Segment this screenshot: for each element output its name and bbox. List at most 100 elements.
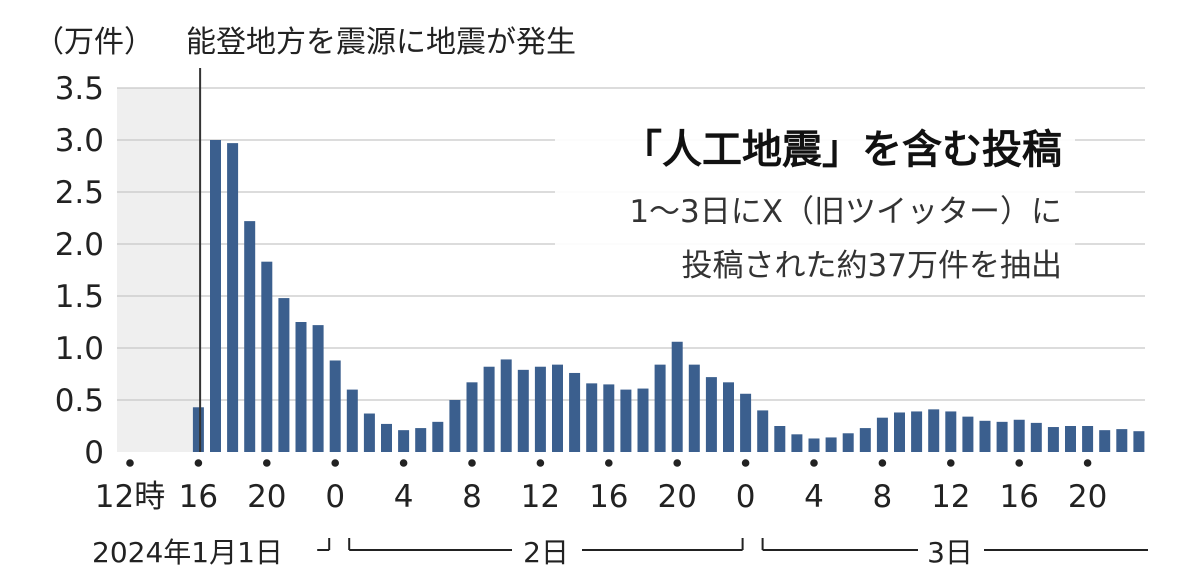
bar [791,434,803,452]
bar [1065,426,1076,452]
bar [210,140,221,452]
bar [637,388,649,452]
x-tick-label: 16 [999,479,1038,515]
bar [757,410,769,452]
x-tick-label: 4 [394,479,414,515]
x-tick-dot [399,459,408,467]
bar [876,417,888,452]
bar [483,366,495,452]
annotation-bg [555,100,1075,295]
y-tick-label: 1.5 [55,279,104,315]
bar [363,413,375,452]
y-tick-label: 0 [84,435,104,471]
x-tick-label: 8 [873,479,893,515]
bar [534,366,546,452]
x-tick-label: 8 [462,479,482,515]
x-tick-label: 12時 [95,479,165,515]
bar [295,322,307,452]
x-tick-dot [673,459,681,467]
bar [381,423,392,452]
x-tick-label: 0 [325,479,345,515]
bar [705,377,717,452]
bar [620,389,632,452]
x-axis-ticks: 12時 16 20 0 4 8 12 16 20 0 4 8 12 16 20 [95,479,1108,515]
bar [859,428,871,452]
bar [1133,431,1145,452]
y-axis-ticks: 3.5 3.0 2.5 2.0 1.5 1.0 0.5 0 [55,71,104,471]
bar [928,409,940,452]
x-tick-dot [263,459,271,467]
x-axis-dots [126,459,1092,467]
x-tick-label: 16 [589,479,628,515]
bar [1082,426,1094,452]
bar [688,364,700,452]
bar [244,221,256,452]
x-tick-dot [1083,459,1092,467]
day-brackets [317,538,1148,551]
x-tick-dot [536,459,545,467]
pre-quake-shade [117,88,201,452]
day-label-1: 2024年1月1日 [92,536,283,569]
bar [962,416,974,452]
bar [1013,419,1025,452]
annotation-line-1: 1〜3日にX（旧ツイッター）に [629,194,1062,230]
bar [449,400,461,452]
bar [227,143,239,452]
x-tick-dot [194,459,203,467]
x-tick-dot [126,459,134,467]
bar [1116,429,1128,452]
bar [415,428,427,452]
x-tick-dot [468,459,476,467]
y-tick-label: 3.5 [55,71,104,107]
bar [466,382,478,452]
y-tick-label: 2.0 [55,227,104,263]
bars [192,140,1145,452]
bar [398,430,410,452]
x-tick-dot [947,459,955,467]
bar [671,341,683,452]
x-tick-label: 20 [247,479,286,515]
bar [774,426,786,452]
bar [654,364,666,452]
x-tick-dot [331,459,340,467]
x-tick-label: 20 [1068,479,1107,515]
bar [740,393,752,452]
x-tick-dot [741,459,750,467]
bar [586,383,598,452]
bar [329,360,341,452]
bar [842,433,854,452]
x-tick-label: 0 [736,479,756,515]
day-label-3: 3日 [927,536,973,569]
bar [1099,430,1111,452]
bar [1030,422,1042,452]
bar [979,420,991,452]
bar [432,421,444,452]
bar [945,411,957,452]
x-tick-label: 16 [179,479,218,515]
bar [911,411,923,452]
y-tick-label: 3.0 [55,123,104,159]
y-tick-label: 2.5 [55,175,104,211]
bar [517,369,529,452]
x-tick-label: 4 [804,479,824,515]
bar [278,298,290,452]
bar [723,382,734,452]
bar [825,437,837,452]
bar [312,325,324,452]
x-tick-dot [878,459,887,467]
annotation-line-2: 投稿された約37万件を抽出 [682,248,1062,284]
bar [1047,427,1059,452]
y-unit-label: （万件） [34,25,154,60]
bar [808,438,820,452]
bar [192,407,204,452]
y-tick-label: 0.5 [55,383,104,419]
bar [569,372,581,452]
bar [346,389,358,452]
bar [500,359,512,452]
x-tick-dot [1015,459,1023,467]
x-tick-label: 20 [657,479,696,515]
x-tick-dot [810,459,818,467]
bar [552,364,563,452]
x-tick-label: 12 [521,479,560,515]
